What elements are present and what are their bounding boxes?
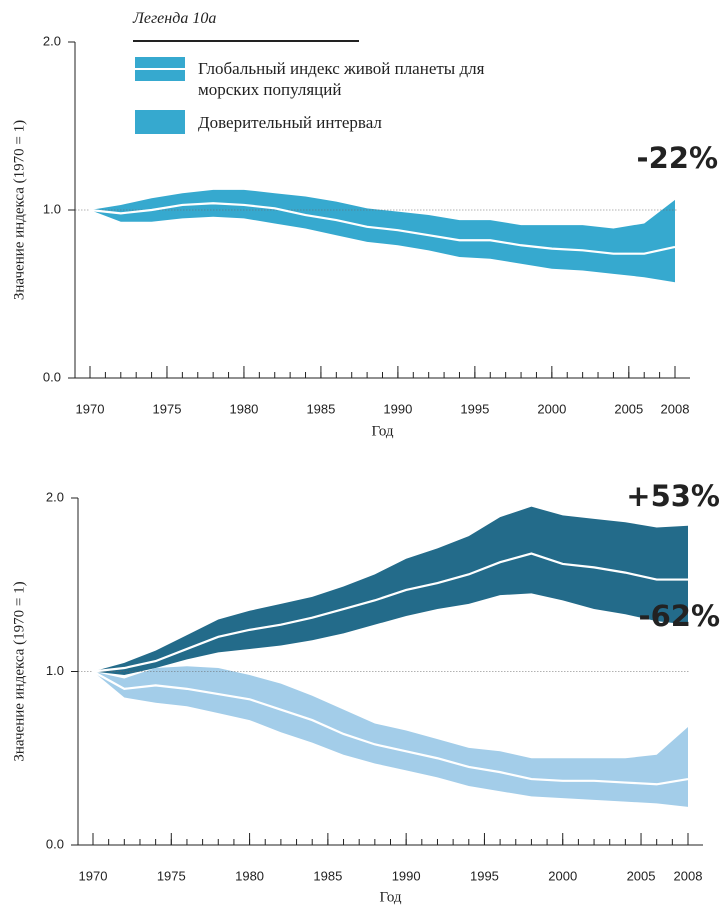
- confidence-band: [93, 666, 688, 807]
- x-tick-label: 1985: [306, 401, 335, 416]
- x-tick-label: 1970: [79, 868, 108, 883]
- x-tick-label: 1980: [235, 868, 264, 883]
- x-axis-label: Год: [371, 423, 393, 439]
- x-tick-label: 1990: [392, 868, 421, 883]
- x-tick-label: 1975: [153, 401, 182, 416]
- legend-label: Доверительный интервал: [198, 113, 382, 132]
- x-tick-label: 2000: [537, 401, 566, 416]
- x-tick-label: 2005: [627, 868, 656, 883]
- x-tick-label: 1975: [157, 868, 186, 883]
- index-line: [89, 202, 676, 255]
- confidence-band: [93, 506, 688, 675]
- y-tick-label: 2.0: [46, 489, 64, 504]
- x-tick-label: 2000: [548, 868, 577, 883]
- confidence-band: [90, 189, 675, 283]
- y-tick-label: 1.0: [46, 663, 64, 678]
- x-tick-label: 1995: [460, 401, 489, 416]
- y-axis-label: Значение индекса (1970 = 1): [11, 120, 27, 300]
- change-label: +53%: [626, 479, 720, 513]
- x-tick-label: 1980: [229, 401, 258, 416]
- y-tick-label: 0.0: [46, 836, 64, 851]
- y-tick-label: 1.0: [43, 201, 61, 216]
- x-tick-label: 1985: [313, 868, 342, 883]
- legend-swatch-line: [135, 57, 185, 81]
- x-tick-label: 2008: [674, 868, 703, 883]
- y-tick-label: 2.0: [43, 33, 61, 48]
- x-tick-label: 2008: [661, 401, 690, 416]
- legend-swatch-band: [135, 110, 185, 134]
- legend-rule: [133, 40, 359, 42]
- y-axis-label: Значение индекса (1970 = 1): [11, 581, 27, 761]
- x-tick-label: 1990: [383, 401, 412, 416]
- x-tick-label: 1995: [470, 868, 499, 883]
- index-line: [92, 552, 688, 673]
- change-label: -22%: [637, 141, 718, 175]
- x-tick-label: 2005: [614, 401, 643, 416]
- legend-title: Легенда 10а: [133, 10, 217, 27]
- index-line: [92, 670, 689, 786]
- y-tick-label: 0.0: [43, 369, 61, 384]
- legend-label: Глобальный индекс живой планеты для морс…: [198, 59, 485, 99]
- x-tick-label: 1970: [76, 401, 105, 416]
- x-axis-label: Год: [379, 889, 401, 905]
- change-label: -62%: [639, 599, 720, 633]
